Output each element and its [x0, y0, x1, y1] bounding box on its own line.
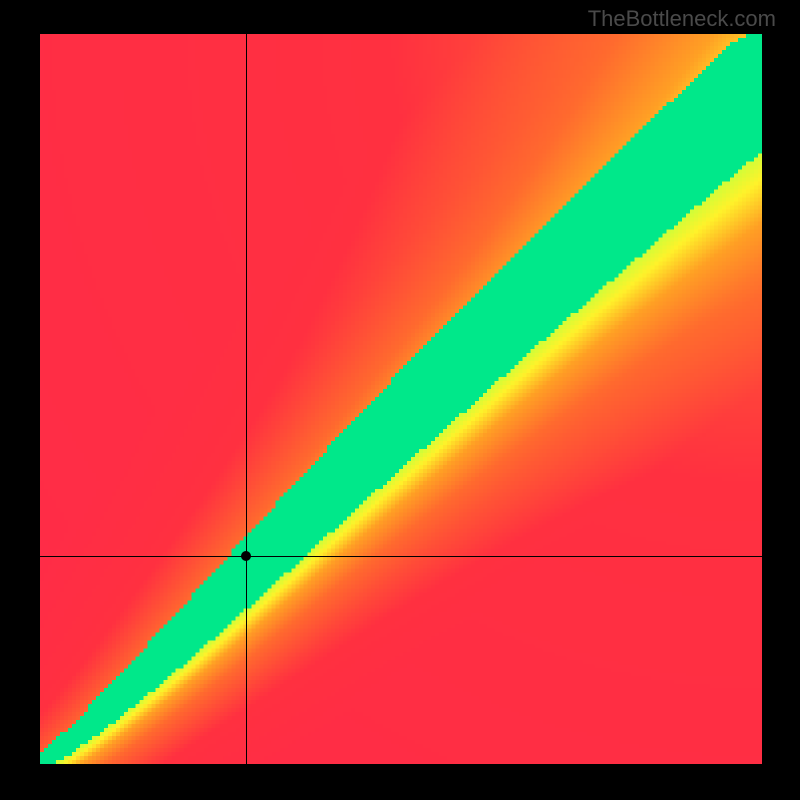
heatmap-canvas: [40, 34, 762, 764]
data-point-marker: [241, 551, 251, 561]
heatmap-plot: [40, 34, 762, 764]
crosshair-vertical: [246, 34, 247, 764]
watermark-text: TheBottleneck.com: [588, 6, 776, 32]
crosshair-horizontal: [40, 556, 762, 557]
